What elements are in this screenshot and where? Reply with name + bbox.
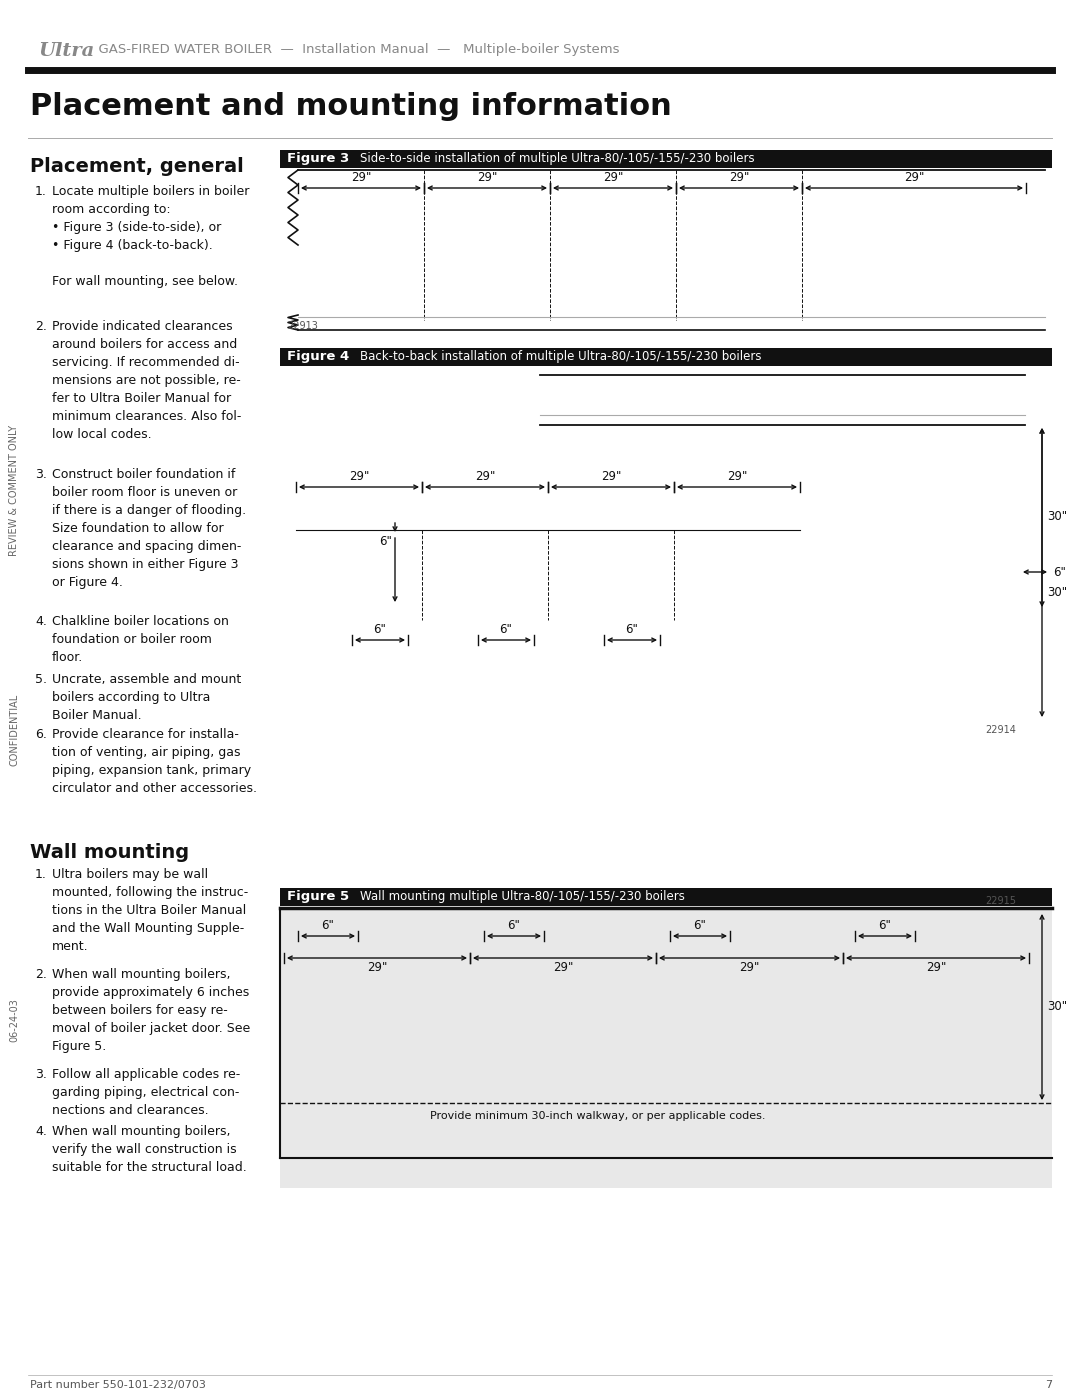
Text: 7: 7 xyxy=(1044,1380,1052,1390)
Text: 2.: 2. xyxy=(35,320,46,332)
Text: Ultra boilers may be wall
mounted, following the instruc-
tions in the Ultra Boi: Ultra boilers may be wall mounted, follo… xyxy=(52,868,248,953)
Text: 6": 6" xyxy=(1053,566,1066,578)
Text: REVIEW & COMMENT ONLY: REVIEW & COMMENT ONLY xyxy=(9,425,19,556)
Text: 5.: 5. xyxy=(35,673,48,686)
Text: Figure 5: Figure 5 xyxy=(287,890,349,902)
Text: 6": 6" xyxy=(322,919,335,932)
Text: 29": 29" xyxy=(600,469,621,483)
Bar xyxy=(280,348,1052,366)
Text: GAS-FIRED WATER BOILER  —  Installation Manual  —   Multiple-boiler Systems: GAS-FIRED WATER BOILER — Installation Ma… xyxy=(90,43,620,56)
Text: 1.: 1. xyxy=(35,868,46,882)
Text: 29": 29" xyxy=(475,469,496,483)
Text: Side-to-side installation of multiple Ultra-80/-105/-155/-230 boilers: Side-to-side installation of multiple Ul… xyxy=(360,152,755,165)
Text: Construct boiler foundation if
boiler room floor is uneven or
if there is a dang: Construct boiler foundation if boiler ro… xyxy=(52,468,246,590)
Text: When wall mounting boilers,
verify the wall construction is
suitable for the str: When wall mounting boilers, verify the w… xyxy=(52,1125,246,1173)
Text: 22915: 22915 xyxy=(985,895,1016,907)
Text: Back-to-back installation of multiple Ultra-80/-105/-155/-230 boilers: Back-to-back installation of multiple Ul… xyxy=(360,351,761,363)
Text: Uncrate, assemble and mount
boilers according to Ultra
Boiler Manual.: Uncrate, assemble and mount boilers acco… xyxy=(52,673,241,722)
Text: 29": 29" xyxy=(553,961,573,974)
Text: Provide indicated clearances
around boilers for access and
servicing. If recomme: Provide indicated clearances around boil… xyxy=(52,320,241,441)
Text: Placement, general: Placement, general xyxy=(30,156,244,176)
Text: When wall mounting boilers,
provide approximately 6 inches
between boilers for e: When wall mounting boilers, provide appr… xyxy=(52,968,251,1053)
Text: 6.: 6. xyxy=(35,728,46,740)
Text: 3.: 3. xyxy=(35,1067,46,1081)
Text: 30": 30" xyxy=(1047,585,1067,598)
Text: 06-24-03: 06-24-03 xyxy=(9,997,19,1042)
Text: 22913: 22913 xyxy=(287,321,318,331)
Text: 29": 29" xyxy=(351,170,372,184)
Text: 6": 6" xyxy=(625,623,638,636)
Text: Part number 550-101-232/0703: Part number 550-101-232/0703 xyxy=(30,1380,206,1390)
Text: 6": 6" xyxy=(878,919,891,932)
Text: 30": 30" xyxy=(1047,1000,1067,1013)
Text: Provide minimum 30-inch walkway, or per applicable codes.: Provide minimum 30-inch walkway, or per … xyxy=(430,1111,766,1120)
Text: 2.: 2. xyxy=(35,968,46,981)
Text: Ultra: Ultra xyxy=(38,42,94,60)
Text: 3.: 3. xyxy=(35,468,46,481)
Text: Follow all applicable codes re-
garding piping, electrical con-
nections and cle: Follow all applicable codes re- garding … xyxy=(52,1067,240,1118)
Text: 6": 6" xyxy=(374,623,387,636)
Text: Provide clearance for installa-
tion of venting, air piping, gas
piping, expansi: Provide clearance for installa- tion of … xyxy=(52,728,257,795)
Text: 29": 29" xyxy=(367,961,388,974)
Text: 29": 29" xyxy=(740,961,759,974)
Text: 29": 29" xyxy=(727,469,747,483)
Text: 29": 29" xyxy=(476,170,497,184)
Text: 6": 6" xyxy=(693,919,706,932)
Text: Figure 3: Figure 3 xyxy=(287,152,349,165)
Text: 4.: 4. xyxy=(35,615,46,629)
Text: Placement and mounting information: Placement and mounting information xyxy=(30,92,672,122)
Text: Wall mounting: Wall mounting xyxy=(30,842,189,862)
Text: Chalkline boiler locations on
foundation or boiler room
floor.: Chalkline boiler locations on foundation… xyxy=(52,615,229,664)
Bar xyxy=(280,149,1052,168)
Text: CONFIDENTIAL: CONFIDENTIAL xyxy=(9,694,19,766)
Text: Wall mounting multiple Ultra-80/-105/-155/-230 boilers: Wall mounting multiple Ultra-80/-105/-15… xyxy=(360,890,685,902)
Text: 30": 30" xyxy=(1047,510,1067,524)
Text: Figure 4: Figure 4 xyxy=(287,351,349,363)
Text: 22914: 22914 xyxy=(985,725,1016,735)
Bar xyxy=(280,908,1052,1187)
Text: 29": 29" xyxy=(603,170,623,184)
Text: 6": 6" xyxy=(379,535,392,548)
Text: 29": 29" xyxy=(349,469,369,483)
Text: 1.: 1. xyxy=(35,184,46,198)
Text: 4.: 4. xyxy=(35,1125,46,1139)
Text: 29": 29" xyxy=(729,170,750,184)
Text: Locate multiple boilers in boiler
room according to:
• Figure 3 (side-to-side), : Locate multiple boilers in boiler room a… xyxy=(52,184,249,288)
Text: 29": 29" xyxy=(926,961,946,974)
Bar xyxy=(280,888,1052,907)
Text: 29": 29" xyxy=(904,170,924,184)
Text: 6": 6" xyxy=(508,919,521,932)
Text: 6": 6" xyxy=(500,623,512,636)
